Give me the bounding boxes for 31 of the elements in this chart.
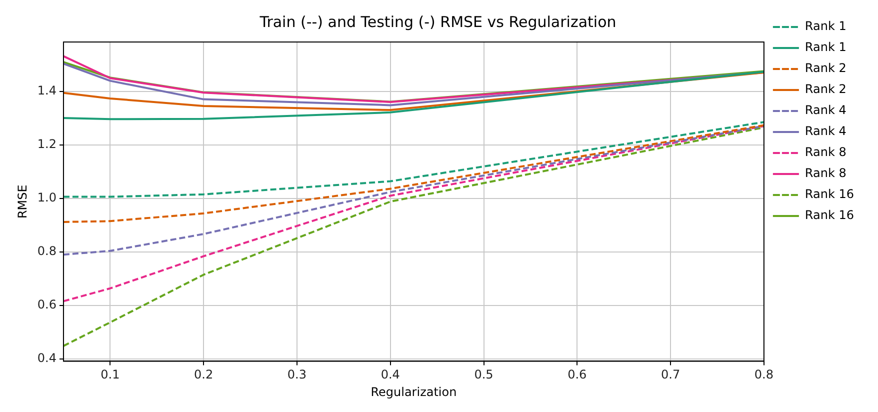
x-axis-title: Regularization <box>370 384 457 399</box>
y-tick-label: 1.4 <box>37 83 56 98</box>
line-series <box>63 124 764 223</box>
x-tick-label: 0.8 <box>754 368 774 382</box>
legend-label: Rank 2 <box>804 82 846 96</box>
y-tick-label: 0.4 <box>37 351 56 366</box>
x-tick-label: 0.3 <box>287 368 307 382</box>
x-tick-label: 0.4 <box>380 368 400 382</box>
y-tick-label: 1.2 <box>37 136 56 151</box>
legend-label: Rank 4 <box>804 124 846 138</box>
line-series <box>63 121 764 198</box>
y-tick-label: 0.6 <box>37 298 56 312</box>
x-tick-label: 0.2 <box>194 368 214 382</box>
chart-title: Train (--) and Testing (-) RMSE vs Regularization <box>258 12 616 31</box>
legend-label: Rank 16 <box>804 187 854 202</box>
y-tick-label: 0.8 <box>37 244 56 258</box>
x-tick-label: 0.5 <box>474 368 494 382</box>
x-tick-label: 0.7 <box>660 368 680 382</box>
legend-label: Rank 8 <box>804 145 846 160</box>
x-tick-label: 0.6 <box>568 368 587 382</box>
line-series <box>63 125 764 256</box>
y-tick-label: 1.0 <box>37 190 56 205</box>
line-series <box>63 125 764 302</box>
legend-label: Rank 16 <box>804 208 854 222</box>
legend-label: Rank 8 <box>804 166 846 180</box>
x-tick-label: 0.1 <box>100 368 120 382</box>
legend-label: Rank 4 <box>804 103 846 118</box>
legend-label: Rank 2 <box>804 61 846 76</box>
y-axis-title: RMSE <box>15 184 30 219</box>
legend-label: Rank 1 <box>804 40 846 54</box>
legend-label: Rank 1 <box>804 19 846 34</box>
